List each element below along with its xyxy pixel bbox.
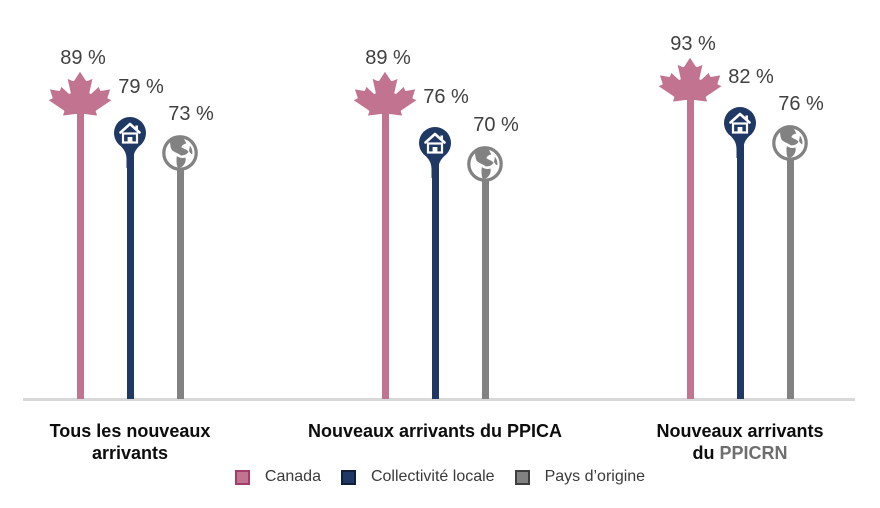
- value-label: 89 %: [365, 46, 411, 69]
- house-pin-icon: [722, 106, 758, 159]
- category-label-nouveaux-arrivants-ppicrn: Nouveaux arrivants du PPICRN: [645, 420, 835, 464]
- category-text: Nouveaux arrivants du PPICA: [307, 421, 563, 441]
- category-muted-text: PPICRN: [719, 443, 788, 463]
- category-label-tous-les-nouveaux-arrivants: Tous les nouveaux arrivants: [20, 420, 240, 464]
- lollipop-stem: [481, 163, 489, 399]
- legend: Canada Collectivité locale Pays d’origin…: [0, 468, 880, 486]
- globe-icon: [772, 125, 808, 162]
- lollipop-stem: [686, 86, 694, 399]
- legend-swatch-collectivite-locale: [340, 469, 356, 485]
- legend-item-canada: Canada: [234, 468, 321, 486]
- x-axis-line: [23, 398, 855, 401]
- lollipop-stem: [126, 133, 134, 399]
- value-label: 93 %: [670, 33, 716, 56]
- value-label: 79 %: [118, 76, 164, 99]
- value-label: 73 %: [168, 103, 214, 126]
- lollipop-stem: [176, 153, 184, 399]
- legend-item-pays-origine: Pays d’origine: [514, 468, 646, 486]
- lollipop-stem: [76, 99, 84, 399]
- legend-label-collectivite-locale: Collectivité locale: [370, 468, 495, 485]
- legend-item-collectivite-locale: Collectivité locale: [340, 468, 495, 486]
- legend-swatch-canada: [234, 469, 250, 485]
- lollipop-stem: [786, 143, 794, 399]
- maple-leaf-icon: [657, 57, 723, 115]
- lollipop-stem: [431, 143, 439, 399]
- lollipop-stem: [381, 99, 389, 399]
- category-label-nouveaux-arrivants-ppica: Nouveaux arrivants du PPICA: [270, 420, 600, 442]
- category-text: Tous les nouveaux arrivants: [49, 421, 211, 463]
- legend-swatch-pays-origine: [514, 469, 530, 485]
- globe-icon: [467, 145, 503, 182]
- value-label: 89 %: [60, 46, 106, 69]
- value-label: 82 %: [728, 66, 774, 89]
- legend-label-pays-origine: Pays d’origine: [544, 468, 646, 485]
- house-pin-icon: [417, 126, 453, 179]
- maple-leaf-icon: [352, 71, 418, 129]
- house-pin-icon: [112, 116, 148, 169]
- category-text: Nouveaux arrivants du: [656, 421, 824, 463]
- lollipop-stem: [736, 123, 744, 399]
- value-label: 70 %: [473, 113, 519, 136]
- globe-icon: [162, 135, 198, 172]
- value-label: 76 %: [423, 86, 469, 109]
- value-label: 76 %: [778, 93, 824, 116]
- legend-label-canada: Canada: [264, 468, 321, 485]
- maple-leaf-icon: [47, 71, 113, 129]
